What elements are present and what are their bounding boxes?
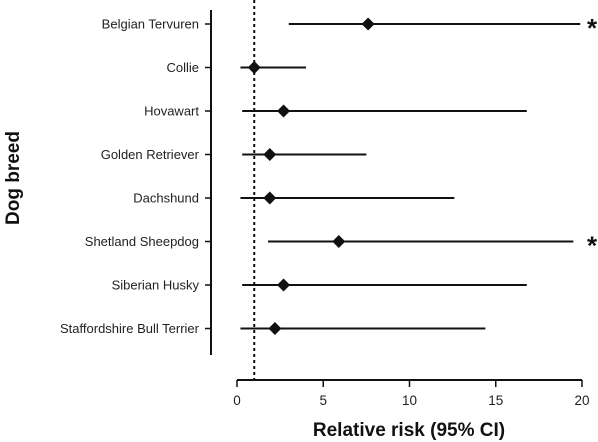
- breed-label: Golden Retriever: [101, 147, 200, 162]
- x-tick-label: 20: [574, 393, 589, 408]
- x-tick-label: 10: [402, 393, 417, 408]
- breed-label: Siberian Husky: [112, 278, 200, 293]
- breed-label: Shetland Sheepdog: [85, 234, 199, 249]
- significance-marker: *: [587, 231, 598, 261]
- point-estimate-marker: [263, 191, 277, 205]
- x-tick-label: 15: [488, 393, 503, 408]
- breed-label: Dachshund: [133, 191, 199, 206]
- x-axis-title: Relative risk (95% CI): [313, 420, 505, 441]
- breed-label: Staffordshire Bull Terrier: [60, 321, 200, 336]
- plot-area: 0 5 10 15 20 Belgian Tervuren * Collie Hovawart G…: [60, 0, 598, 408]
- point-estimate-marker: [332, 235, 346, 248]
- point-estimate-marker: [263, 148, 277, 161]
- y-axis-title: Dog breed: [3, 131, 24, 225]
- point-estimate-marker: [268, 322, 282, 335]
- x-tick-label: 0: [233, 393, 241, 408]
- x-tick-label: 5: [319, 393, 327, 408]
- breed-label: Belgian Tervuren: [102, 17, 199, 32]
- point-estimate-marker: [277, 104, 291, 118]
- point-estimate-marker: [247, 61, 261, 74]
- breed-label: Hovawart: [144, 104, 199, 119]
- breed-label: Collie: [166, 60, 199, 75]
- point-estimate-marker: [277, 278, 291, 292]
- point-estimate-marker: [361, 17, 375, 31]
- significance-marker: *: [587, 13, 598, 43]
